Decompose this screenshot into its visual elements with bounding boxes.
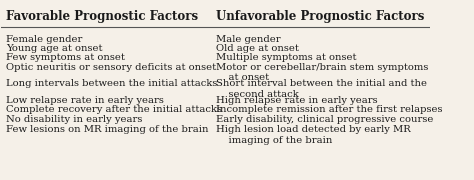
Text: Few lesions on MR imaging of the brain: Few lesions on MR imaging of the brain — [6, 125, 208, 134]
Text: Early disability, clinical progressive course: Early disability, clinical progressive c… — [216, 115, 433, 124]
Text: Long intervals between the initial attacks: Long intervals between the initial attac… — [6, 79, 217, 88]
Text: Few symptoms at onset: Few symptoms at onset — [6, 53, 125, 62]
Text: High relapse rate in early years: High relapse rate in early years — [216, 96, 377, 105]
Text: Male gender: Male gender — [216, 35, 280, 44]
Text: Multiple symptoms at onset: Multiple symptoms at onset — [216, 53, 356, 62]
Text: Low relapse rate in early years: Low relapse rate in early years — [6, 96, 164, 105]
Text: Unfavorable Prognostic Factors: Unfavorable Prognostic Factors — [216, 10, 424, 23]
Text: Old age at onset: Old age at onset — [216, 44, 299, 53]
Text: Short interval between the initial and the
    second attack: Short interval between the initial and t… — [216, 79, 427, 99]
Text: No disability in early years: No disability in early years — [6, 115, 142, 124]
Text: Optic neuritis or sensory deficits at onset: Optic neuritis or sensory deficits at on… — [6, 62, 216, 71]
Text: Young age at onset: Young age at onset — [6, 44, 102, 53]
Text: Motor or cerebellar/brain stem symptoms
    at onset: Motor or cerebellar/brain stem symptoms … — [216, 62, 428, 82]
Text: Complete recovery after the initial attacks: Complete recovery after the initial atta… — [6, 105, 222, 114]
Text: Female gender: Female gender — [6, 35, 82, 44]
Text: High lesion load detected by early MR
    imaging of the brain: High lesion load detected by early MR im… — [216, 125, 410, 145]
Text: Incomplete remission after the first relapses: Incomplete remission after the first rel… — [216, 105, 442, 114]
Text: Favorable Prognostic Factors: Favorable Prognostic Factors — [6, 10, 198, 23]
